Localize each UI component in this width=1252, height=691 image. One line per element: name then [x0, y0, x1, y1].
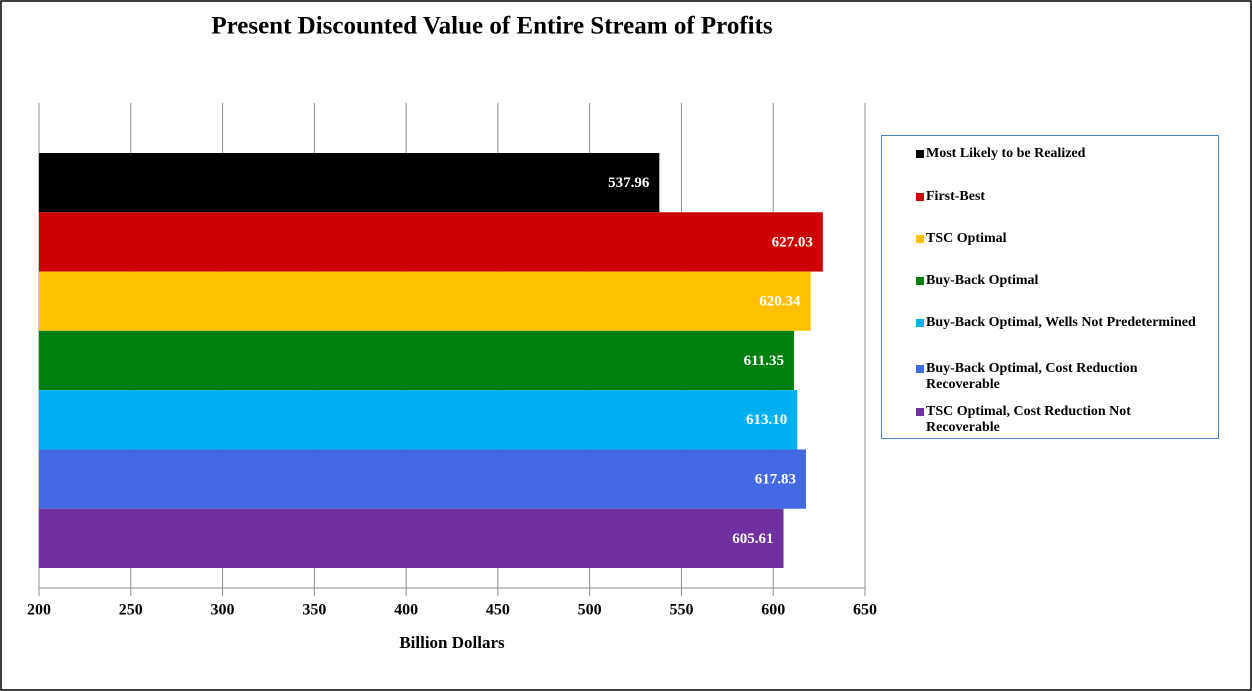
x-tick-label: 400 [394, 602, 418, 619]
legend-item: Buy-Back Optimal [916, 273, 1206, 289]
x-tick-label: 200 [27, 602, 51, 619]
bar [39, 330, 795, 391]
legend-swatch [916, 235, 924, 243]
legend-swatch [916, 193, 924, 201]
legend-swatch [916, 365, 924, 373]
bar [39, 212, 823, 272]
legend-swatch [916, 408, 924, 416]
x-tick-label: 500 [578, 602, 602, 619]
legend-label: Buy-Back Optimal [926, 273, 1039, 288]
bar [39, 449, 806, 509]
x-tick-label: 650 [853, 602, 877, 619]
x-tick-label: 550 [669, 602, 693, 619]
legend-label: Buy-Back Optimal, Cost Reduction Recover… [926, 361, 1138, 392]
legend-label: Buy-Back Optimal, Wells Not Predetermine… [926, 315, 1196, 330]
legend-item: Buy-Back Optimal, Cost Reduction Recover… [916, 361, 1206, 393]
data-label: 537.96 [608, 175, 650, 191]
legend-swatch [916, 319, 924, 327]
x-tick-label: 600 [761, 602, 785, 619]
legend-label: TSC Optimal, Cost Reduction Not Recovera… [926, 404, 1131, 435]
data-label: 617.83 [755, 472, 796, 488]
legend-label: First-Best [926, 189, 986, 204]
legend-swatch [916, 277, 924, 285]
x-tick-label: 250 [119, 602, 143, 619]
bar [39, 508, 784, 568]
data-label: 613.10 [746, 412, 787, 428]
legend-label: Most Likely to be Realized [926, 146, 1086, 161]
legend: Most Likely to be Realized First-Best TSC … [881, 135, 1219, 439]
legend-item: Buy-Back Optimal, Wells Not Predetermine… [916, 315, 1206, 331]
x-axis-title: Billion Dollars [399, 633, 505, 652]
x-tick-label: 300 [211, 602, 235, 619]
legend-item: TSC Optimal, Cost Reduction Not Recovera… [916, 404, 1206, 436]
x-tick-label: 350 [302, 602, 326, 619]
legend-item: Most Likely to be Realized [916, 146, 1206, 162]
data-label: 620.34 [759, 294, 801, 310]
legend-item: First-Best [916, 189, 1206, 205]
legend-label: TSC Optimal [926, 231, 1007, 246]
data-label: 611.35 [744, 353, 784, 369]
data-label: 627.03 [772, 234, 813, 250]
bar [39, 153, 660, 213]
x-tick-label: 450 [486, 602, 510, 619]
chart-title: Present Discounted Value of Entire Strea… [211, 13, 773, 40]
legend-item: TSC Optimal [916, 231, 1206, 247]
bar [39, 271, 811, 331]
legend-swatch [916, 150, 924, 158]
data-label: 605.61 [732, 531, 773, 547]
bar [39, 390, 798, 450]
